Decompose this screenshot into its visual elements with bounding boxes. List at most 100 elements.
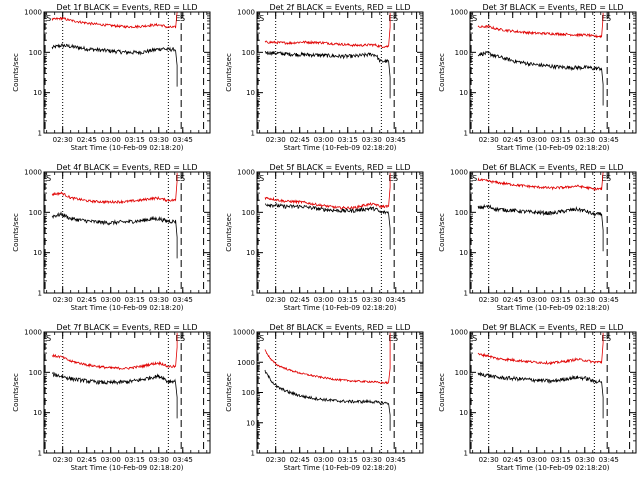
end-marker-label: E [175,14,180,23]
start-marker-label: S [393,174,398,183]
start-marker-label: S [46,334,51,343]
x-tick-label: 02:30 [479,456,499,464]
x-tick-label: 02:45 [503,456,523,464]
chart-title: Det 3f BLACK = Events, RED = LLD [482,3,623,12]
x-tick-label: 03:30 [575,296,595,304]
chart-title: Det 8f BLACK = Events, RED = LLD [269,323,410,332]
x-tick-label: 03:45 [173,136,193,144]
y-tick-label: 1 [464,130,468,138]
plot-frame [469,171,637,294]
y-tick-label: 100 [29,49,42,57]
x-tick-label: 03:15 [338,136,358,144]
start-marker-label: S [472,14,477,23]
plot-frame [256,171,424,294]
chart-panel-3: Det 3f BLACK = Events, RED = LLD 1 10 100 10… [438,3,637,152]
x-tick-label: 03:30 [149,456,169,464]
chart-panel-7: Det 7f BLACK = Events, RED = LLD 1 10 100 10… [12,323,211,472]
y-tick-label: 10 [33,409,42,417]
x-tick-label: 03:45 [386,296,406,304]
y-tick-label: 100 [242,209,255,217]
x-tick-label: 03:30 [575,136,595,144]
x-tick-label: 03:00 [527,296,547,304]
x-tick-label: 02:30 [53,296,73,304]
lld-series-line [477,171,604,192]
x-tick-label: 03:45 [599,296,619,304]
lld-series-line [51,11,178,29]
chart-panel-1: Det 1f BLACK = Events, RED = LLD 1 10 100 10… [12,3,211,152]
chart-panel-9: Det 9f BLACK = Events, RED = LLD 1 10 100 10… [438,323,637,472]
events-series-line [477,50,604,106]
x-tick-label: 03:30 [362,456,382,464]
x-tick-label: 03:15 [551,136,571,144]
x-axis-label: Start Time (10-Feb-09 02:18:20) [70,144,183,152]
x-axis-label: Start Time (10-Feb-09 02:18:20) [283,464,396,472]
plot-frame [469,11,637,134]
x-tick-label: 02:30 [479,136,499,144]
start-marker-label: S [180,334,185,343]
chart-title: Det 1f BLACK = Events, RED = LLD [56,3,197,12]
start-marker-label: S [180,174,185,183]
lld-series-line [477,332,604,366]
x-tick-label: 02:45 [290,136,310,144]
chart-title: Det 4f BLACK = Events, RED = LLD [56,163,197,172]
chart-title: Det 5f BLACK = Events, RED = LLD [269,163,410,172]
x-tick-label: 03:00 [527,456,547,464]
x-axis-label: Start Time (10-Feb-09 02:18:20) [283,144,396,152]
start-marker-label: S [472,334,477,343]
plot-frame [43,171,211,294]
y-tick-label: 1000 [237,169,255,177]
start-marker-label: S [259,174,264,183]
x-tick-label: 02:45 [77,136,97,144]
start-marker-label: S [393,334,398,343]
y-tick-label: 1000 [24,9,42,17]
x-tick-label: 03:30 [575,456,595,464]
events-series-line [51,371,178,419]
y-tick-label: 1 [251,290,255,298]
y-tick-label: 1000 [450,329,468,337]
x-axis-label: Start Time (10-Feb-09 02:18:20) [496,144,609,152]
chart-title: Det 6f BLACK = Events, RED = LLD [482,163,623,172]
y-tick-label: 100 [242,389,255,397]
start-marker-label: S [46,174,51,183]
x-tick-label: 02:30 [53,456,73,464]
y-axis-label: Counts/sec [225,213,233,252]
x-tick-label: 03:00 [101,456,121,464]
chart-title: Det 7f BLACK = Events, RED = LLD [56,323,197,332]
events-series-line [477,203,604,252]
y-axis-label: Counts/sec [438,373,446,412]
start-marker-label: S [180,14,185,23]
plot-frame [43,331,211,454]
y-tick-label: 100 [455,209,468,217]
y-tick-label: 1000 [237,359,255,367]
y-tick-label: 1 [38,130,42,138]
lld-series-line [51,172,178,205]
y-tick-label: 1000 [237,9,255,17]
y-tick-label: 100 [455,49,468,57]
x-tick-label: 03:00 [314,136,334,144]
y-tick-label: 100 [455,369,468,377]
y-axis-label: Counts/sec [12,53,20,92]
y-tick-label: 1 [251,450,255,458]
x-tick-label: 02:45 [77,296,97,304]
chart-panel-5: Det 5f BLACK = Events, RED = LLD 1 10 100 10… [225,163,424,312]
x-tick-label: 03:15 [338,456,358,464]
x-tick-label: 03:15 [125,296,145,304]
x-tick-label: 02:30 [266,136,286,144]
x-axis-label: Start Time (10-Feb-09 02:18:20) [496,464,609,472]
y-tick-label: 100 [29,369,42,377]
y-tick-label: 10000 [233,329,255,337]
end-marker-label: E [601,334,606,343]
y-tick-label: 1000 [450,9,468,17]
x-tick-label: 03:45 [173,296,193,304]
lld-series-line [477,12,604,39]
x-tick-label: 03:45 [173,456,193,464]
x-tick-label: 03:00 [314,296,334,304]
start-marker-label: S [46,14,51,23]
y-tick-label: 1 [38,290,42,298]
end-marker-label: E [175,334,180,343]
end-marker-label: E [388,14,393,23]
x-tick-label: 03:45 [599,456,619,464]
x-tick-label: 03:00 [314,456,334,464]
x-tick-label: 02:45 [290,456,310,464]
